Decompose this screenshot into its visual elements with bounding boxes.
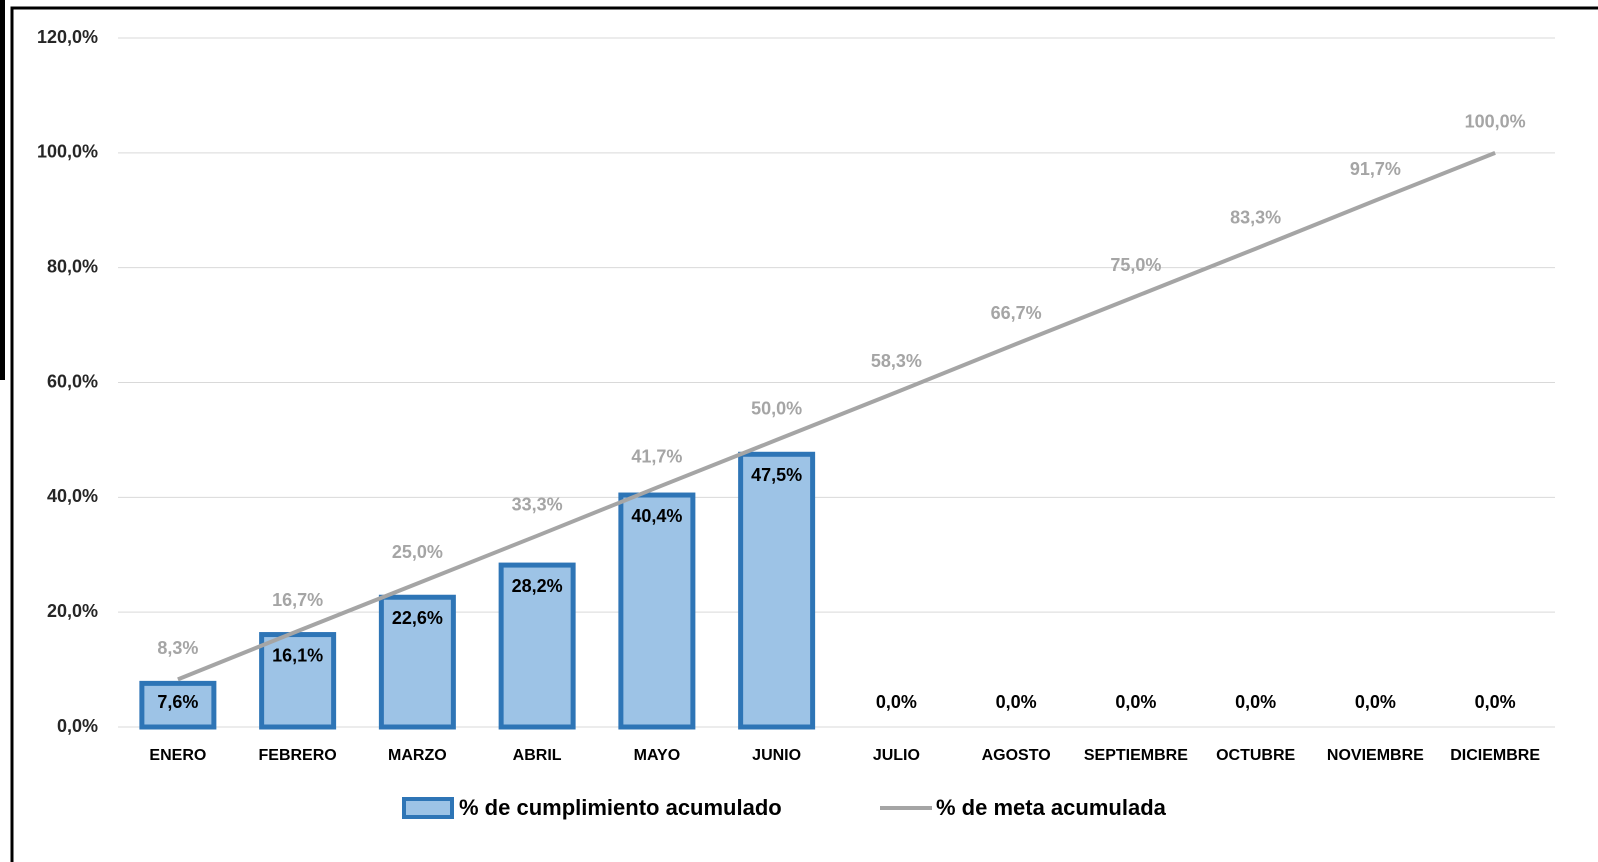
data-label: 0,0% xyxy=(1475,692,1516,712)
data-label: 0,0% xyxy=(1355,692,1396,712)
y-tick-label: 60,0% xyxy=(47,371,98,391)
bar xyxy=(738,451,816,730)
bar xyxy=(498,562,576,730)
x-tick-label: JUNIO xyxy=(752,747,801,764)
x-tick-label: OCTUBRE xyxy=(1216,747,1295,764)
data-label: 100,0% xyxy=(1465,112,1526,132)
data-label: 0,0% xyxy=(1235,692,1276,712)
data-label: 22,6% xyxy=(392,608,443,628)
data-label: 47,5% xyxy=(751,465,802,485)
x-tick-label: FEBRERO xyxy=(259,747,337,764)
data-label: 0,0% xyxy=(876,692,917,712)
data-label: 83,3% xyxy=(1230,207,1281,227)
data-label: 0,0% xyxy=(1115,692,1156,712)
data-label: 7,6% xyxy=(157,692,198,712)
bar xyxy=(259,632,337,730)
legend-label: % de cumplimiento acumulado xyxy=(459,795,782,820)
x-tick-label: ABRIL xyxy=(513,747,562,764)
x-tick-label: JULIO xyxy=(873,747,920,764)
y-tick-label: 20,0% xyxy=(47,601,98,621)
data-label: 40,4% xyxy=(631,506,682,526)
data-label: 66,7% xyxy=(991,303,1042,323)
frame-edge xyxy=(0,0,5,380)
y-tick-label: 100,0% xyxy=(37,142,98,162)
data-label: 28,2% xyxy=(512,576,563,596)
x-tick-label: AGOSTO xyxy=(982,747,1051,764)
data-label: 0,0% xyxy=(996,692,1037,712)
x-tick-label: MARZO xyxy=(388,747,447,764)
line xyxy=(177,150,1496,682)
data-label: 41,7% xyxy=(631,446,682,466)
frame xyxy=(10,6,1598,862)
data-label: 33,3% xyxy=(512,495,563,515)
bar xyxy=(618,492,696,730)
x-tick-label: MAYO xyxy=(634,747,681,764)
x-tick-label: ENERO xyxy=(149,747,206,764)
bar xyxy=(378,594,456,730)
data-label: 50,0% xyxy=(751,399,802,419)
x-tick-label: SEPTIEMBRE xyxy=(1084,747,1188,764)
x-tick-label: DICIEMBRE xyxy=(1450,747,1540,764)
y-tick-label: 0,0% xyxy=(57,716,98,736)
y-tick-label: 40,0% xyxy=(47,486,98,506)
y-tick-label: 120,0% xyxy=(37,27,98,47)
y-tick-label: 80,0% xyxy=(47,256,98,276)
legend-swatch xyxy=(402,797,454,819)
data-label: 75,0% xyxy=(1110,255,1161,275)
data-label: 91,7% xyxy=(1350,159,1401,179)
data-label: 16,7% xyxy=(272,590,323,610)
data-label: 16,1% xyxy=(272,645,323,665)
x-tick-label: NOVIEMBRE xyxy=(1327,747,1424,764)
data-label: 25,0% xyxy=(392,542,443,562)
legend-label: % de meta acumulada xyxy=(936,795,1167,820)
bar xyxy=(139,680,217,730)
data-label: 58,3% xyxy=(871,351,922,371)
data-label: 8,3% xyxy=(157,638,198,658)
